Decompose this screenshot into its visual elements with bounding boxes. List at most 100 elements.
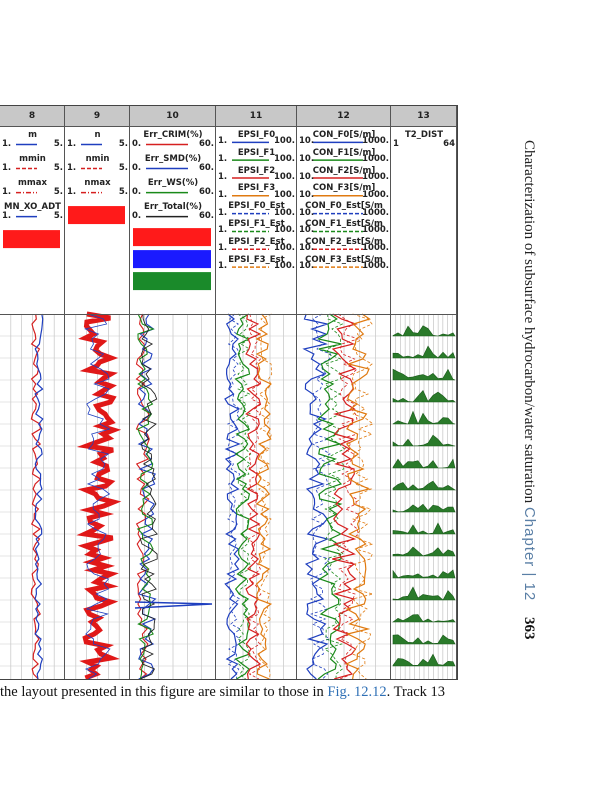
color-swatch xyxy=(133,250,211,269)
curve-name: EPSI_F2_Est xyxy=(228,236,285,247)
scale-min: 0. xyxy=(132,210,142,221)
t2-distribution xyxy=(392,546,456,557)
track-border xyxy=(296,106,297,679)
scale-min: 10. xyxy=(299,136,315,147)
running-header: Characterization of subsurface hydrocarb… xyxy=(520,140,540,700)
scale-max: 5. xyxy=(118,138,128,149)
curve-name: MN_XO_ADT xyxy=(4,202,61,213)
curve-scale: 1. 100. xyxy=(218,154,295,164)
curve-name: Err_Total(%) xyxy=(144,202,202,213)
curve-name: CON_F1_Est[S/m xyxy=(305,219,383,230)
curve-scale: 10. 1000. xyxy=(299,243,389,253)
curve-name: mmin xyxy=(19,154,46,165)
scale-min: 10. xyxy=(299,171,315,182)
curve-name: CON_F3_Est[S/m xyxy=(305,254,383,265)
curve-scale: 1. 5. xyxy=(67,187,128,197)
scale-max: 1000. xyxy=(362,189,389,200)
scale-max: 1000. xyxy=(362,154,389,165)
track-border xyxy=(456,106,457,679)
curve-m xyxy=(30,313,42,679)
curve-name: T2_DIST xyxy=(404,130,444,140)
scale-min: 1. xyxy=(2,162,12,173)
curve-name: nmin xyxy=(85,154,110,165)
scale-min: 1. xyxy=(67,162,77,173)
scale-max: 100. xyxy=(274,207,295,218)
curve-epsi xyxy=(224,313,241,679)
curve-epsi xyxy=(245,313,262,679)
scale-min: 0. xyxy=(132,138,142,149)
scale-max: 1000. xyxy=(362,136,389,147)
t2-distribution xyxy=(392,586,456,601)
scale-max: 100. xyxy=(274,154,295,165)
curve-scale: 1. 100. xyxy=(218,190,295,200)
curve-name: EPSI_F3_Est xyxy=(228,254,285,265)
t2-distribution xyxy=(392,480,456,491)
curve-name: EPSI_F1_Est xyxy=(228,219,285,230)
scale-max: 1000. xyxy=(362,261,389,272)
scale-max: 5. xyxy=(118,186,128,197)
curve-epsi xyxy=(255,313,273,679)
scale-min: 1. xyxy=(218,243,228,254)
scale-min: 1. xyxy=(67,186,77,197)
running-header-text: Characterization of subsurface hydrocarb… xyxy=(520,140,538,639)
scale-min: 1. xyxy=(218,136,228,147)
curve-epsi-est xyxy=(237,313,252,679)
track-border xyxy=(390,106,391,679)
color-swatch xyxy=(3,230,60,249)
track-border xyxy=(215,106,216,679)
caption-text-after: . Track 13 xyxy=(386,684,446,700)
curve-epsi-est xyxy=(226,313,241,679)
curve-epsi-est xyxy=(258,313,273,679)
track-number-12: 12 xyxy=(297,106,391,126)
scale-min: 1. xyxy=(218,171,228,182)
curve-name: CON_F3[S/m] xyxy=(312,183,376,194)
curve-scale: 1. 100. xyxy=(218,261,295,271)
curve-scale: 1. 100. xyxy=(218,136,295,146)
t2-distribution xyxy=(392,458,456,469)
scale-min: 1. xyxy=(2,138,12,149)
scale-max: 100. xyxy=(274,189,295,200)
curve-scale: 10. 1000. xyxy=(299,154,389,164)
track-number-row xyxy=(0,106,457,126)
curve-scale: 10. 1000. xyxy=(299,136,389,146)
curve-name: CON_F2_Est[S/m xyxy=(305,236,383,247)
curve-scale: 10. 1000. xyxy=(299,225,389,235)
scale-max: 100. xyxy=(274,261,295,272)
curve-con xyxy=(316,313,343,679)
t2-distribution xyxy=(392,614,456,623)
curve-scale: 0. 60. xyxy=(132,139,214,149)
scale-max: 60. xyxy=(198,138,214,149)
page-number: 363 xyxy=(521,616,537,640)
curve-con-est xyxy=(338,313,360,679)
body-text-line: the layout presented in this figure are … xyxy=(0,684,470,701)
curve-scale: 1 64 xyxy=(393,139,455,149)
scale-max: 1000. xyxy=(362,207,389,218)
book-section-title: Characterization of subsurface hydrocarb… xyxy=(521,140,537,504)
scale-min: 1. xyxy=(218,207,228,218)
figure-reference-link[interactable]: Fig. 12.12 xyxy=(327,684,387,700)
curve-name: EPSI_F0_Est xyxy=(228,201,285,212)
scale-min: 10. xyxy=(299,225,315,236)
t2-distribution xyxy=(392,569,456,579)
scale-min: 10. xyxy=(299,189,315,200)
scale-min: 10. xyxy=(299,261,315,272)
curve-con xyxy=(331,313,358,679)
track-border xyxy=(64,106,65,679)
well-log-figure: 8 m 1. 5. mmin 1. 5. mmax 1. 5. MN_XO_ADT 1. 5. 9 n 1. 5… xyxy=(0,105,458,680)
curve-name: Err_CRIM(%) xyxy=(143,130,203,140)
curve-name: mmax xyxy=(18,178,47,189)
curve-name: CON_F1[S/m] xyxy=(312,147,376,158)
curve-scale: 0. 60. xyxy=(132,163,214,173)
track-number-9: 9 xyxy=(65,106,130,126)
curve-scale: 10. 1000. xyxy=(299,172,389,182)
scale-max: 1000. xyxy=(362,225,389,236)
scale-max: 64 xyxy=(443,138,455,149)
scale-max: 100. xyxy=(274,171,295,182)
color-swatch xyxy=(133,228,211,247)
t2-distribution xyxy=(392,653,456,667)
scale-max: 5. xyxy=(53,162,63,173)
curve-name: CON_F2[S/m] xyxy=(312,165,376,176)
curve-nmax xyxy=(83,313,111,679)
curve-scale: 1. 100. xyxy=(218,172,295,182)
scale-max: 5. xyxy=(53,138,63,149)
